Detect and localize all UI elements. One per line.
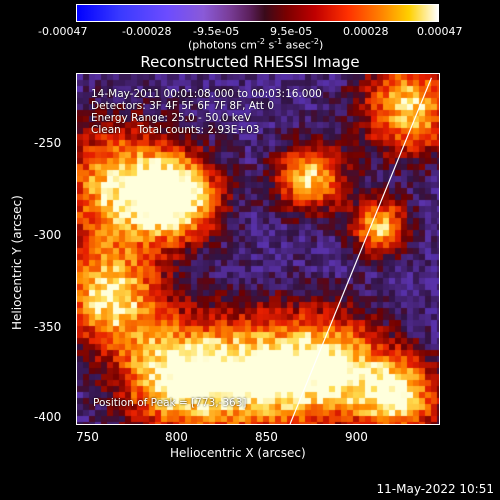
colorbar-tick: -0.00047	[38, 25, 88, 38]
colorbar-tick: 0.00047	[417, 25, 463, 38]
plot-area: 14-May-2011 00:01:08.000 to 00:03:16.000…	[76, 73, 440, 425]
limb-line	[289, 77, 433, 424]
heatmap-image	[77, 74, 439, 424]
info-detectors: Detectors: 3F 4F 5F 6F 7F 8F, Att 0	[91, 100, 275, 112]
limb-overlay	[289, 77, 433, 424]
colorbar-tick: -9.5e-05	[193, 25, 240, 38]
info-time: 14-May-2011 00:01:08.000 to 00:03:16.000	[91, 88, 322, 100]
unit-part: (photons cm	[188, 38, 257, 52]
colorbar	[76, 4, 439, 22]
x-tick-label: 900	[345, 430, 368, 444]
colorbar-tick: -0.00028	[122, 25, 172, 38]
colorbar-tick: 9.5e-05	[270, 25, 313, 38]
colorbar-unit: (photons cm-2 s-1 asec-2)	[188, 37, 323, 52]
info-clean: Clean Total counts: 2.93E+03	[91, 124, 260, 136]
info-energy: Energy Range: 25.0 - 50.0 keV	[91, 112, 252, 124]
x-tick-label: 800	[165, 430, 188, 444]
x-axis-label: Heliocentric X (arcsec)	[170, 446, 306, 460]
chart-title: Reconstructed RHESSI Image	[140, 53, 360, 71]
unit-sup: -2	[310, 37, 319, 46]
unit-sup: -2	[256, 37, 265, 46]
y-tick-label: -400	[34, 410, 62, 424]
date-stamp: 11-May-2022 10:51	[376, 482, 494, 496]
x-tick-label: 750	[76, 430, 99, 444]
unit-part: )	[318, 38, 324, 52]
unit-sup: -1	[274, 37, 283, 46]
y-tick-label: -250	[34, 136, 62, 150]
y-tick-label: -350	[34, 320, 62, 334]
y-tick-label: -300	[34, 228, 62, 242]
colorbar-tick: 0.00028	[343, 25, 389, 38]
y-axis-label: Heliocentric Y (arcsec)	[10, 195, 24, 330]
unit-part: s	[264, 38, 275, 52]
x-tick-label: 850	[255, 430, 278, 444]
unit-part: asec	[282, 38, 311, 52]
peak-position: Position of Peak = [773,-363]	[93, 397, 247, 409]
